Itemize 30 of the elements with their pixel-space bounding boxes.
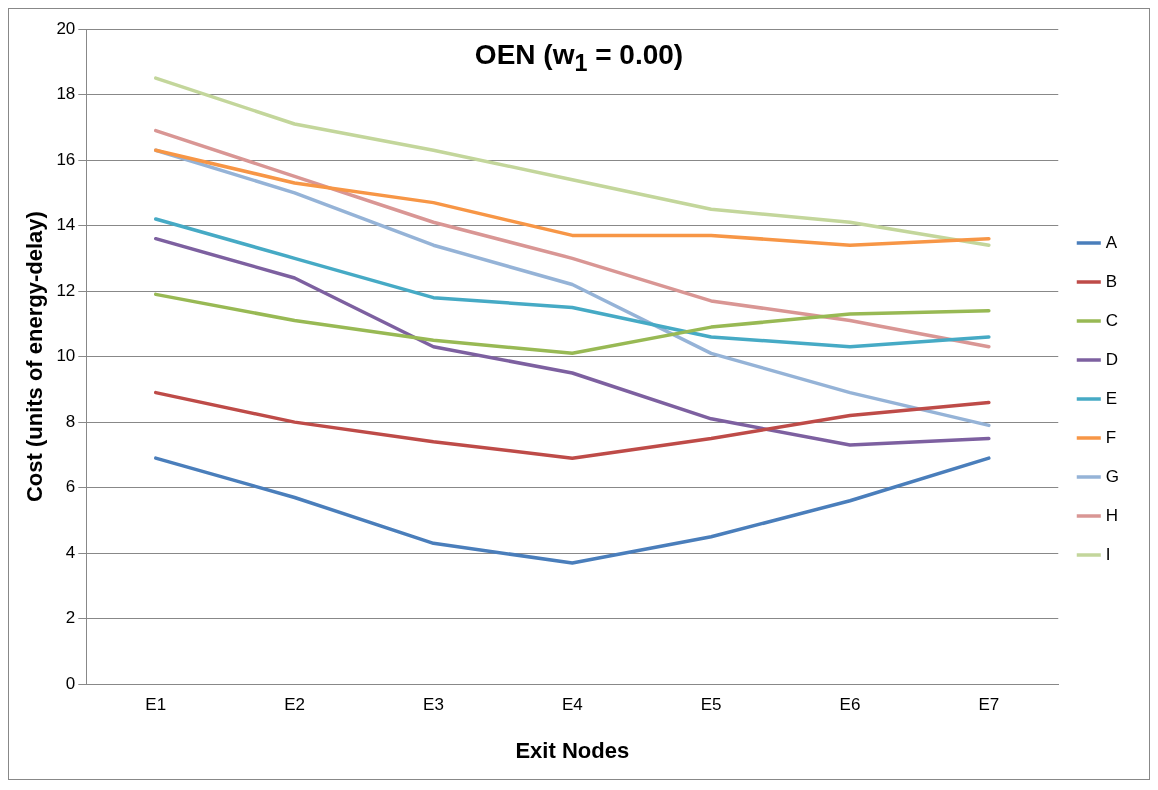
y-tick-label: 16 [56, 149, 76, 169]
legend-label: D [1105, 349, 1119, 369]
x-tick-label: E5 [700, 695, 722, 715]
legend-label: E [1105, 388, 1118, 408]
x-tick-label: E7 [978, 695, 1000, 715]
y-tick-label: 18 [56, 84, 76, 104]
legend-label: I [1105, 544, 1111, 564]
y-tick-label: 14 [56, 215, 76, 235]
legend-label: A [1105, 232, 1118, 252]
y-tick-label: 2 [65, 608, 76, 628]
text: OEN (w$_{1}$ = 0.00) [473, 39, 685, 77]
y-tick-label: 10 [56, 346, 76, 366]
legend-label: G [1105, 466, 1120, 486]
y-tick-label: 20 [56, 18, 76, 38]
legend-label: C [1105, 310, 1119, 330]
legend-label: H [1105, 505, 1119, 525]
x-tick-label: E1 [145, 695, 167, 715]
x-tick-label: E6 [839, 695, 861, 715]
y-axis-title: Cost (units of energy-delay) [22, 211, 48, 503]
y-tick-label: 0 [65, 673, 76, 693]
x-tick-label: E4 [561, 695, 583, 715]
y-tick-label: 8 [65, 411, 76, 431]
legend-label: B [1105, 271, 1118, 291]
y-tick-label: 12 [56, 280, 76, 300]
legend-label: F [1105, 427, 1117, 447]
y-tick-label: 4 [65, 542, 76, 562]
x-axis-title: Exit Nodes [515, 737, 630, 763]
x-tick-label: E2 [284, 695, 305, 715]
y-tick-label: 6 [65, 477, 76, 497]
x-tick-label: E3 [423, 695, 444, 715]
